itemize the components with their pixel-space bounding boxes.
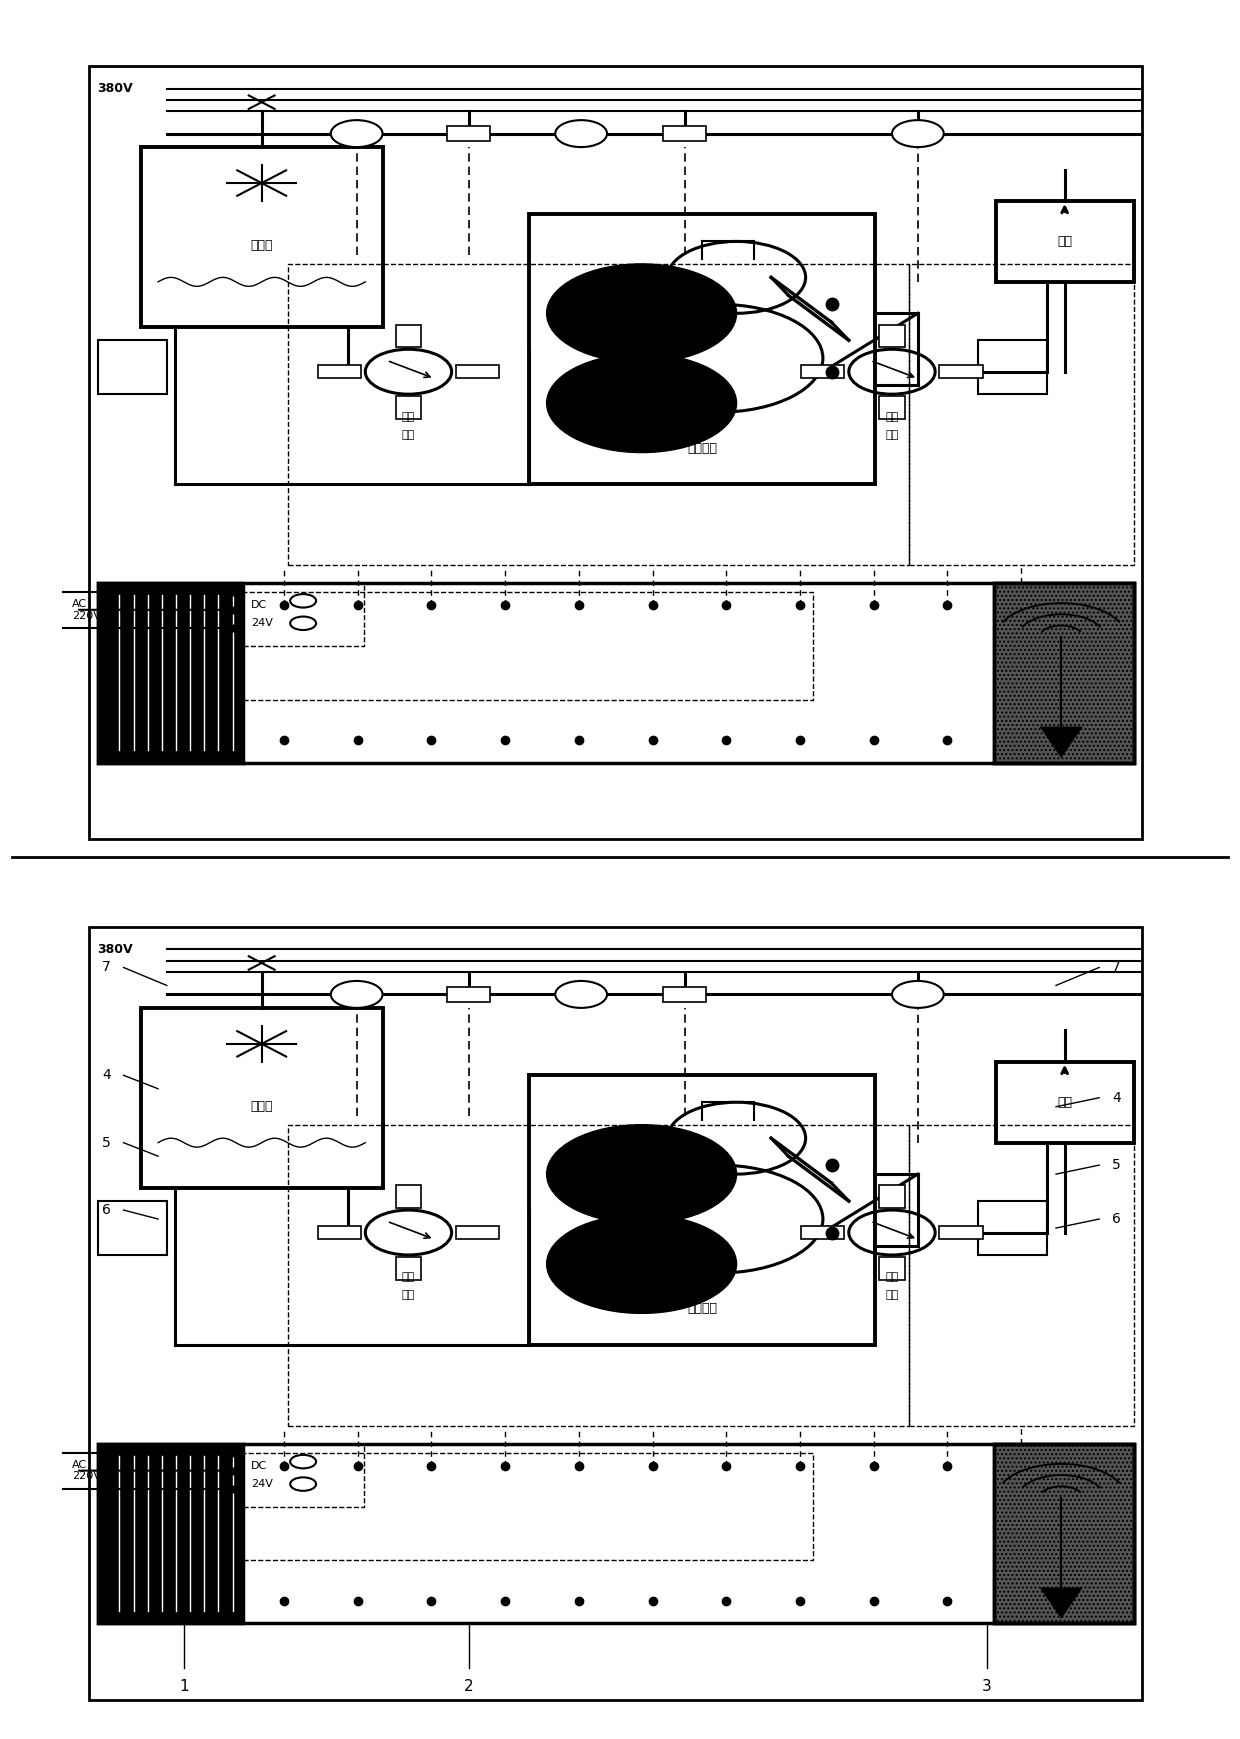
Text: 冷水机组: 冷水机组 (687, 442, 717, 454)
Bar (243, 1443, 363, 1506)
Bar (993, 1443, 1133, 1624)
Bar (978, 1202, 1048, 1256)
Bar (996, 202, 1133, 282)
Bar (529, 214, 874, 483)
Circle shape (547, 264, 737, 363)
Text: 冷冻: 冷冻 (885, 412, 899, 421)
Bar (456, 1226, 500, 1240)
Bar (448, 125, 491, 141)
Bar (993, 583, 1133, 762)
Bar (288, 1125, 909, 1426)
Text: AC
220V: AC 220V (72, 598, 100, 621)
Text: 冷水机组: 冷水机组 (687, 1303, 717, 1315)
Bar (396, 396, 422, 419)
Text: 24V: 24V (252, 619, 273, 628)
Text: DC: DC (252, 1461, 268, 1471)
Bar (288, 264, 909, 565)
Text: 380V: 380V (98, 943, 133, 956)
Bar (993, 583, 1133, 762)
Circle shape (892, 120, 944, 148)
Bar (529, 1075, 874, 1344)
Circle shape (290, 1478, 316, 1490)
Circle shape (547, 353, 737, 452)
Text: 2: 2 (464, 1678, 474, 1694)
Bar (663, 125, 707, 141)
Bar (940, 365, 982, 379)
Text: 冷冻: 冷冻 (885, 1273, 899, 1282)
Bar (879, 1257, 905, 1280)
Text: 7: 7 (102, 960, 110, 974)
Bar (98, 1443, 1133, 1624)
Bar (996, 1063, 1133, 1143)
Bar (879, 396, 905, 419)
Bar (98, 1202, 166, 1256)
Bar (940, 1226, 982, 1240)
Bar (663, 986, 707, 1002)
Circle shape (290, 595, 316, 607)
Bar (243, 583, 363, 645)
Bar (801, 1226, 844, 1240)
Bar (243, 591, 812, 699)
Circle shape (556, 981, 608, 1009)
Text: 6: 6 (1112, 1212, 1121, 1226)
Text: 冷却塔: 冷却塔 (250, 240, 273, 252)
Bar (141, 1009, 383, 1188)
Bar (879, 1186, 905, 1209)
Circle shape (290, 617, 316, 630)
Text: 6: 6 (102, 1203, 110, 1217)
Text: 用户: 用户 (1058, 235, 1073, 249)
Bar (317, 1226, 361, 1240)
Circle shape (892, 981, 944, 1009)
Bar (141, 148, 383, 327)
Bar (801, 365, 844, 379)
Text: 3: 3 (982, 1678, 992, 1694)
Circle shape (547, 1214, 737, 1313)
Text: 水泵: 水泵 (885, 1290, 899, 1301)
Bar (993, 1443, 1133, 1624)
Text: 4: 4 (102, 1068, 110, 1082)
Circle shape (331, 981, 383, 1009)
Text: 7: 7 (1112, 960, 1121, 974)
Circle shape (290, 1456, 316, 1468)
Text: 冷却塔: 冷却塔 (250, 1101, 273, 1113)
Bar (396, 1186, 422, 1209)
Polygon shape (1039, 727, 1083, 758)
Bar (909, 1125, 1133, 1426)
Text: 5: 5 (1112, 1158, 1121, 1172)
Bar (98, 583, 1133, 762)
Bar (396, 1257, 422, 1280)
Bar (98, 583, 243, 762)
Text: 冷却: 冷却 (402, 412, 415, 421)
Bar (456, 365, 500, 379)
Circle shape (547, 1125, 737, 1224)
Text: 4: 4 (1112, 1090, 1121, 1104)
Text: 1: 1 (179, 1678, 188, 1694)
Text: 用户: 用户 (1058, 1096, 1073, 1109)
Bar (448, 986, 491, 1002)
Bar (396, 325, 422, 348)
Bar (879, 325, 905, 348)
Bar (243, 1452, 812, 1560)
Bar (978, 341, 1048, 395)
Polygon shape (1039, 1588, 1083, 1619)
Circle shape (556, 120, 608, 148)
Circle shape (331, 120, 383, 148)
Text: 水泵: 水泵 (885, 430, 899, 440)
Text: 5: 5 (102, 1136, 110, 1149)
Text: DC: DC (252, 600, 268, 610)
Bar (98, 341, 166, 395)
Text: 水泵: 水泵 (402, 1290, 415, 1301)
Text: 380V: 380V (98, 82, 133, 96)
Bar (98, 1443, 243, 1624)
Text: 冷却: 冷却 (402, 1273, 415, 1282)
Bar (317, 365, 361, 379)
Text: 水泵: 水泵 (402, 430, 415, 440)
Text: 24V: 24V (252, 1480, 273, 1489)
Text: AC
220V: AC 220V (72, 1459, 100, 1482)
Bar (909, 264, 1133, 565)
